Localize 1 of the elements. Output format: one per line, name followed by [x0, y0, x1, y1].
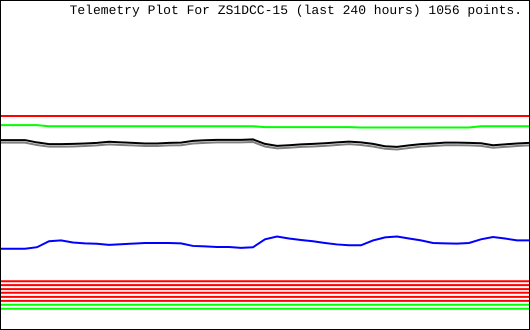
chart-title: Telemetry Plot For ZS1DCC-15 (last 240 hours) 1056 points. [70, 3, 522, 18]
